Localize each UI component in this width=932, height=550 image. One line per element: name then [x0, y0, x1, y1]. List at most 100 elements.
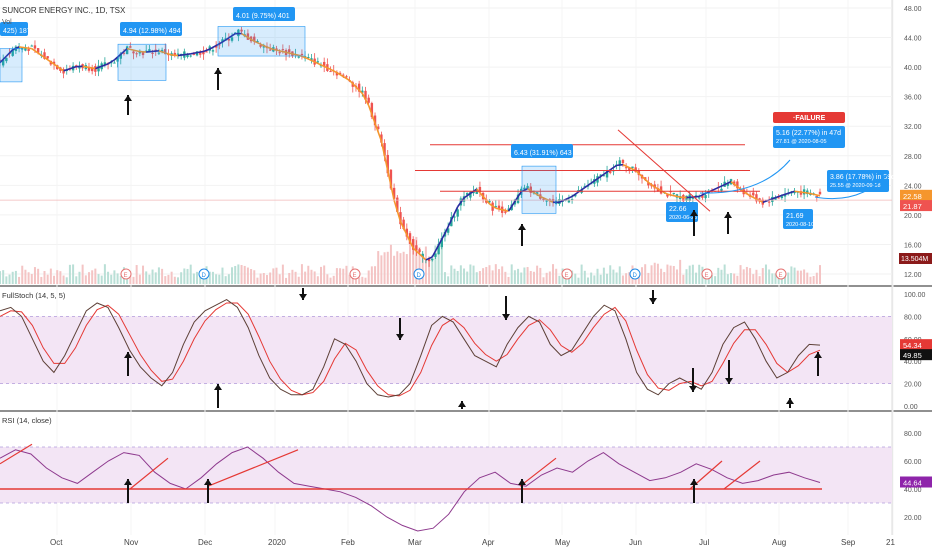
- volume-bar: [564, 275, 567, 284]
- volume-bar: [211, 271, 214, 284]
- volume-bar: [574, 273, 577, 284]
- volume-bar: [183, 268, 186, 284]
- x-tick-label: Oct: [50, 538, 63, 547]
- moving-average-segment: [775, 194, 783, 199]
- candle-body: [214, 45, 218, 48]
- candle-body: [119, 53, 122, 59]
- candle-body: [186, 55, 189, 58]
- volume-bar: [243, 265, 246, 284]
- volume-bar: [272, 268, 275, 284]
- volume-bar: [596, 268, 599, 284]
- candle-body: [94, 66, 97, 72]
- buy-arrow: [786, 398, 794, 404]
- candle-body: [345, 76, 348, 78]
- moving-average-segment: [807, 192, 814, 196]
- moving-average-segment: [367, 105, 376, 124]
- volume-bar: [145, 271, 148, 284]
- moving-average-segment: [209, 44, 217, 50]
- volume-bar: [660, 268, 663, 284]
- volume-bar: [418, 247, 421, 284]
- measure-box: [217, 26, 306, 57]
- volume-bar: [491, 270, 494, 284]
- candle-body: [316, 61, 320, 63]
- buy-arrow: [204, 479, 212, 485]
- candle-body: [599, 174, 602, 176]
- volume-bar: [520, 272, 523, 284]
- candle-body: [81, 64, 84, 69]
- volume-bar: [764, 264, 767, 284]
- stoch-value-tag: [900, 349, 932, 361]
- candle-body: [605, 170, 609, 178]
- candle-body: [141, 51, 145, 56]
- volume-bar: [726, 274, 729, 284]
- projection-curve: [699, 159, 791, 194]
- moving-average-segment: [654, 186, 662, 192]
- volume-bar: [49, 268, 52, 284]
- volume-bar: [602, 267, 605, 284]
- volume-bar: [768, 269, 771, 284]
- volume-bar: [167, 274, 170, 284]
- x-tick-label: 21: [886, 538, 895, 547]
- candle-body: [145, 50, 148, 52]
- moving-average-segment: [533, 191, 541, 198]
- event-marker-label: D: [202, 273, 207, 279]
- candle-body: [542, 198, 545, 201]
- volume-bar: [787, 272, 790, 284]
- volume-bar: [793, 267, 796, 284]
- volume-bar: [240, 265, 243, 284]
- volume-bar: [478, 271, 481, 284]
- candle-body: [567, 200, 571, 203]
- volume-bar: [269, 272, 272, 284]
- buy-arrow: [518, 224, 526, 230]
- measure-callout: [120, 22, 182, 36]
- candle-body: [27, 49, 30, 51]
- rsi-trendline: [207, 449, 299, 487]
- price-tag-label: 22.58: [903, 192, 922, 201]
- candle-body: [545, 200, 548, 202]
- callout-text: 4.01 (9.75%) 401: [236, 13, 290, 20]
- candle-body: [113, 62, 116, 64]
- y-tick-label: 40.00: [904, 65, 922, 72]
- descending-trendline: [617, 129, 711, 212]
- volume-bar: [679, 259, 682, 284]
- event-marker: [629, 268, 641, 280]
- moving-average-segment: [437, 232, 446, 246]
- volume-bar: [548, 271, 551, 284]
- moving-average-segment: [336, 72, 344, 78]
- volume-bar: [5, 276, 8, 284]
- failure-text: ·FAILURE: [793, 115, 826, 122]
- volume-bar: [46, 274, 49, 284]
- measure-callout: [0, 22, 28, 36]
- volume-bar: [148, 274, 151, 284]
- volume-bar: [221, 267, 224, 284]
- moving-average-segment: [228, 33, 236, 39]
- volume-bar: [176, 277, 179, 284]
- volume-bar: [434, 245, 437, 284]
- candle-body: [698, 197, 701, 199]
- candle-body: [672, 192, 675, 194]
- candle-body: [122, 52, 126, 54]
- event-marker-label: E: [705, 273, 709, 279]
- candle-body: [577, 190, 580, 192]
- moving-average-segment: [425, 256, 433, 261]
- volume-bar: [189, 264, 192, 284]
- volume-bar: [332, 275, 335, 284]
- moving-average-segment: [622, 163, 630, 169]
- volume-bar: [501, 266, 504, 284]
- volume-bar: [164, 276, 167, 284]
- candle-body: [504, 211, 507, 213]
- candle-body: [90, 67, 94, 72]
- y-tick-label: 20.00: [904, 213, 922, 220]
- stoch-y-tick: 0.00: [904, 404, 918, 411]
- moving-average-segment: [539, 195, 548, 201]
- stoch-y-tick: 80.00: [904, 314, 922, 321]
- volume-bar: [593, 275, 596, 284]
- moving-average-segment: [184, 53, 191, 56]
- moving-average-segment: [25, 46, 32, 50]
- buy-arrow: [690, 210, 698, 216]
- callout-text: 4.94 (12.98%) 494: [123, 28, 181, 35]
- x-tick-label: Apr: [482, 538, 495, 547]
- candle-body: [777, 197, 780, 199]
- sell-arrow: [299, 294, 307, 300]
